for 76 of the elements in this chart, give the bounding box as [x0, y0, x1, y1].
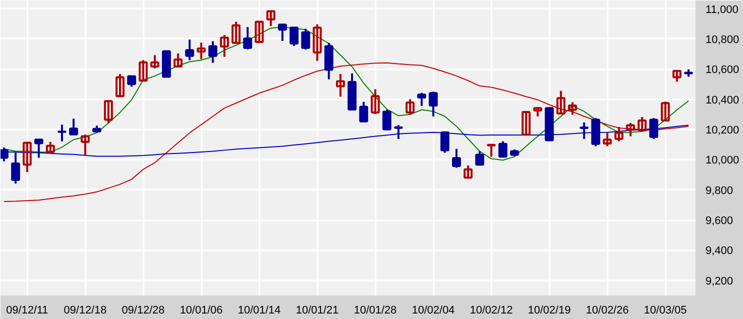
- y-tick-label: 11,000: [706, 4, 738, 16]
- y-tick-label: 10,000: [706, 154, 740, 167]
- candlestick: [359, 100, 368, 122]
- candlestick: [672, 70, 682, 83]
- candlestick: [0, 146, 8, 162]
- candlestick: [220, 34, 229, 58]
- candlestick: [394, 124, 403, 140]
- x-tick-label: 10/01/21: [296, 304, 339, 316]
- candlestick: [278, 24, 287, 42]
- x-tick-label: 09/12/18: [64, 304, 107, 316]
- candlestick: [58, 124, 66, 142]
- y-tick-label: 9,200: [706, 275, 734, 288]
- candlestick: [266, 10, 276, 27]
- candlestick: [522, 111, 531, 137]
- x-tick-label: 10/02/04: [412, 304, 455, 316]
- candlestick: [254, 20, 264, 43]
- y-tick-label: 10,400: [706, 94, 740, 106]
- x-tick-label: 10/02/12: [470, 304, 513, 316]
- candlestick: [116, 72, 124, 98]
- candlestick: [486, 144, 496, 158]
- candlestick: [417, 92, 426, 107]
- x-tick-label: 10/02/26: [586, 304, 629, 316]
- candlestick: [556, 90, 566, 115]
- x-tick-label: 09/12/11: [6, 304, 48, 316]
- x-tick-label: 10/01/14: [238, 304, 281, 316]
- candlestick: [660, 100, 670, 122]
- candlestick: [649, 117, 658, 140]
- candlestick: [626, 122, 636, 138]
- line-series: [3, 62, 690, 202]
- candlestick: [580, 121, 589, 140]
- candlestick: [34, 138, 44, 159]
- candlestick: [312, 23, 322, 62]
- candlestick: [336, 72, 345, 98]
- y-tick-label: 9,600: [706, 215, 734, 228]
- y-tick-label: 10,600: [706, 64, 740, 76]
- candlestick: [80, 134, 90, 156]
- y-tick-label: 9,800: [706, 184, 734, 197]
- y-tick-label: 9,400: [706, 245, 734, 258]
- candlestick: [533, 106, 542, 118]
- candlestick: [498, 140, 508, 158]
- candlestick: [452, 148, 461, 169]
- candlestick: [69, 118, 78, 136]
- candlestick: [428, 90, 438, 118]
- candlestick: [290, 26, 299, 47]
- x-tick-label: 10/01/06: [180, 304, 223, 316]
- candlestick: [568, 101, 577, 116]
- candlestick: [46, 140, 55, 155]
- candlestick: [174, 52, 182, 68]
- candlestick: [614, 126, 624, 142]
- x-tick-label: 09/12/28: [122, 304, 165, 316]
- y-tick-label: 10,800: [706, 34, 740, 46]
- y-tick-label: 10,200: [706, 124, 740, 137]
- x-tick-label: 10/02/19: [528, 304, 571, 316]
- candlestick: [475, 150, 484, 166]
- candlestick: [208, 40, 218, 64]
- x-tick-label: 10/01/28: [354, 304, 397, 316]
- candlestick: [324, 42, 334, 80]
- candlestick: [185, 38, 194, 62]
- x-tick-label: 10/03/05: [644, 304, 687, 316]
- candlestick: [104, 100, 113, 124]
- candlestick: [127, 75, 136, 88]
- candlestick: [150, 54, 160, 70]
- candlestick: [232, 20, 241, 44]
- candlestick: [382, 108, 392, 130]
- candlestick: [370, 88, 380, 115]
- candlestick: [406, 98, 415, 116]
- candlestick: [301, 28, 310, 51]
- candlestick: [22, 142, 32, 174]
- candlestick: [638, 116, 647, 132]
- candlestick: [602, 131, 612, 148]
- candlestick: [243, 26, 252, 50]
- candlestick: [464, 164, 473, 180]
- candlestick: [440, 131, 450, 154]
- candlestick: [138, 59, 148, 82]
- candlestick: [196, 42, 206, 60]
- candlestick: [11, 152, 20, 185]
